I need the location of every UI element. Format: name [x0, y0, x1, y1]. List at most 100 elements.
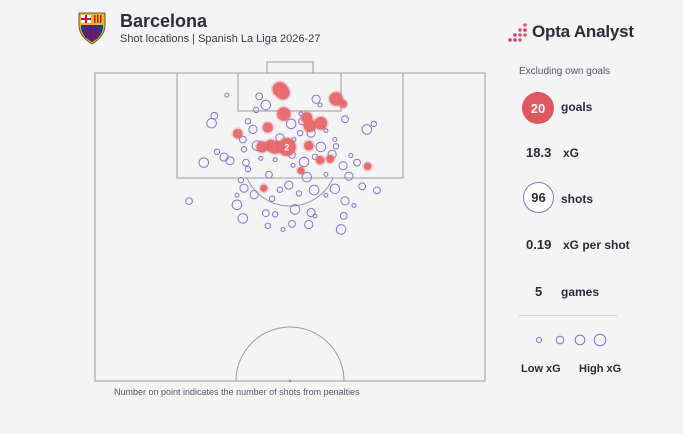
xg-value: 18.3: [526, 145, 552, 160]
goal-point: [256, 141, 268, 153]
shot-point: [351, 202, 357, 208]
shot-point: [248, 124, 258, 134]
page-title: Barcelona: [120, 11, 208, 31]
goals-layer: 2: [231, 80, 373, 194]
goal-point: [329, 92, 343, 106]
shot-point: [332, 137, 338, 143]
shot-point: [206, 117, 217, 129]
shot-point: [271, 211, 279, 218]
shot-point: [280, 226, 286, 232]
shot-point: [239, 183, 249, 193]
shot-point: [268, 195, 276, 202]
shot-point: [225, 156, 235, 166]
shot-point: [339, 212, 348, 220]
shot-point: [329, 183, 341, 195]
goals-label: goals: [561, 100, 593, 114]
shot-point: [306, 207, 316, 218]
goal-point: [277, 137, 296, 156]
stats-note: Excluding own goals: [519, 66, 611, 77]
shot-point: [340, 196, 350, 206]
shot-point: [260, 99, 272, 111]
goal-point: [363, 162, 372, 171]
games-value: 5: [535, 284, 543, 299]
shot-point: [358, 182, 367, 191]
footnote: Number on point indicates the number of …: [114, 387, 360, 397]
shot-point: [298, 156, 310, 168]
shot-point: [317, 102, 323, 108]
shot-point: [308, 184, 320, 196]
shot-point: [198, 157, 210, 168]
shot-point: [289, 204, 301, 215]
shot-point: [185, 197, 193, 206]
shot-point: [258, 155, 264, 161]
legend-divider: [519, 315, 617, 316]
shot-point: [373, 186, 381, 195]
goal-point: [326, 154, 335, 163]
shot-point: [335, 224, 347, 235]
shot-point: [353, 158, 361, 167]
shot-point: [244, 118, 252, 125]
goal-point: [232, 128, 243, 139]
shot-point: [323, 171, 329, 177]
shot-point: [265, 170, 273, 179]
shot-point: [295, 190, 303, 197]
goal-point: [303, 119, 317, 133]
shot-point: [285, 118, 297, 130]
shot-point: [252, 106, 260, 114]
goal-point: [303, 140, 314, 151]
shot-point: [237, 213, 249, 224]
shot-point: [237, 176, 245, 184]
shot-point: [234, 192, 240, 198]
shot-point: [284, 180, 294, 190]
page-subtitle: Shot locations | Spanish La Liga 2026-27: [120, 33, 321, 45]
shot-point: [242, 158, 250, 167]
shot-point: [244, 165, 252, 173]
goals-bubble: 20: [522, 92, 554, 124]
goal: [266, 61, 314, 74]
legend-size-2: [555, 335, 565, 345]
shot-point: [341, 115, 349, 124]
goal-point: [314, 116, 328, 130]
goal-point: [276, 85, 290, 100]
shot-point: [370, 120, 378, 128]
shot-point: [249, 190, 259, 200]
shot-point: [323, 128, 329, 134]
shot-point: [288, 220, 296, 228]
goal-point: [297, 167, 305, 175]
shot-point: [301, 171, 313, 183]
shot-point: [261, 209, 270, 218]
shot-point: [348, 153, 354, 159]
shot-point: [344, 171, 354, 181]
shot-point: [338, 161, 348, 171]
legend-size-1: [535, 336, 543, 344]
shot-point: [361, 124, 373, 135]
shot-point: [231, 199, 243, 211]
shot-point: [323, 192, 329, 198]
shot-point: [213, 148, 221, 156]
shot-point: [238, 135, 247, 144]
shot-point: [224, 92, 230, 98]
legend-low-xg: Low xG: [521, 363, 561, 375]
shot-point: [315, 141, 327, 153]
goal-point: [260, 184, 268, 192]
brand-name: Opta Analyst: [532, 22, 634, 41]
xg-per-shot-label: xG per shot: [563, 238, 630, 252]
centre-spot: [288, 379, 292, 383]
shot-point: [219, 152, 229, 162]
shot-point: [255, 92, 264, 101]
games-label: games: [561, 285, 600, 299]
shot-point: [296, 129, 304, 137]
legend-size-3: [574, 334, 586, 346]
goal-point: [315, 155, 325, 165]
shot-point: [240, 146, 248, 153]
penalty-arc: [246, 177, 334, 207]
shots-layer: [185, 92, 381, 235]
shot-point: [264, 222, 271, 229]
shot-point: [304, 219, 314, 230]
goal-point: [262, 122, 273, 133]
xg-size-legend: [535, 333, 607, 347]
shot-point: [311, 94, 321, 104]
shots-label: shots: [561, 192, 594, 206]
shot-point: [312, 213, 318, 219]
